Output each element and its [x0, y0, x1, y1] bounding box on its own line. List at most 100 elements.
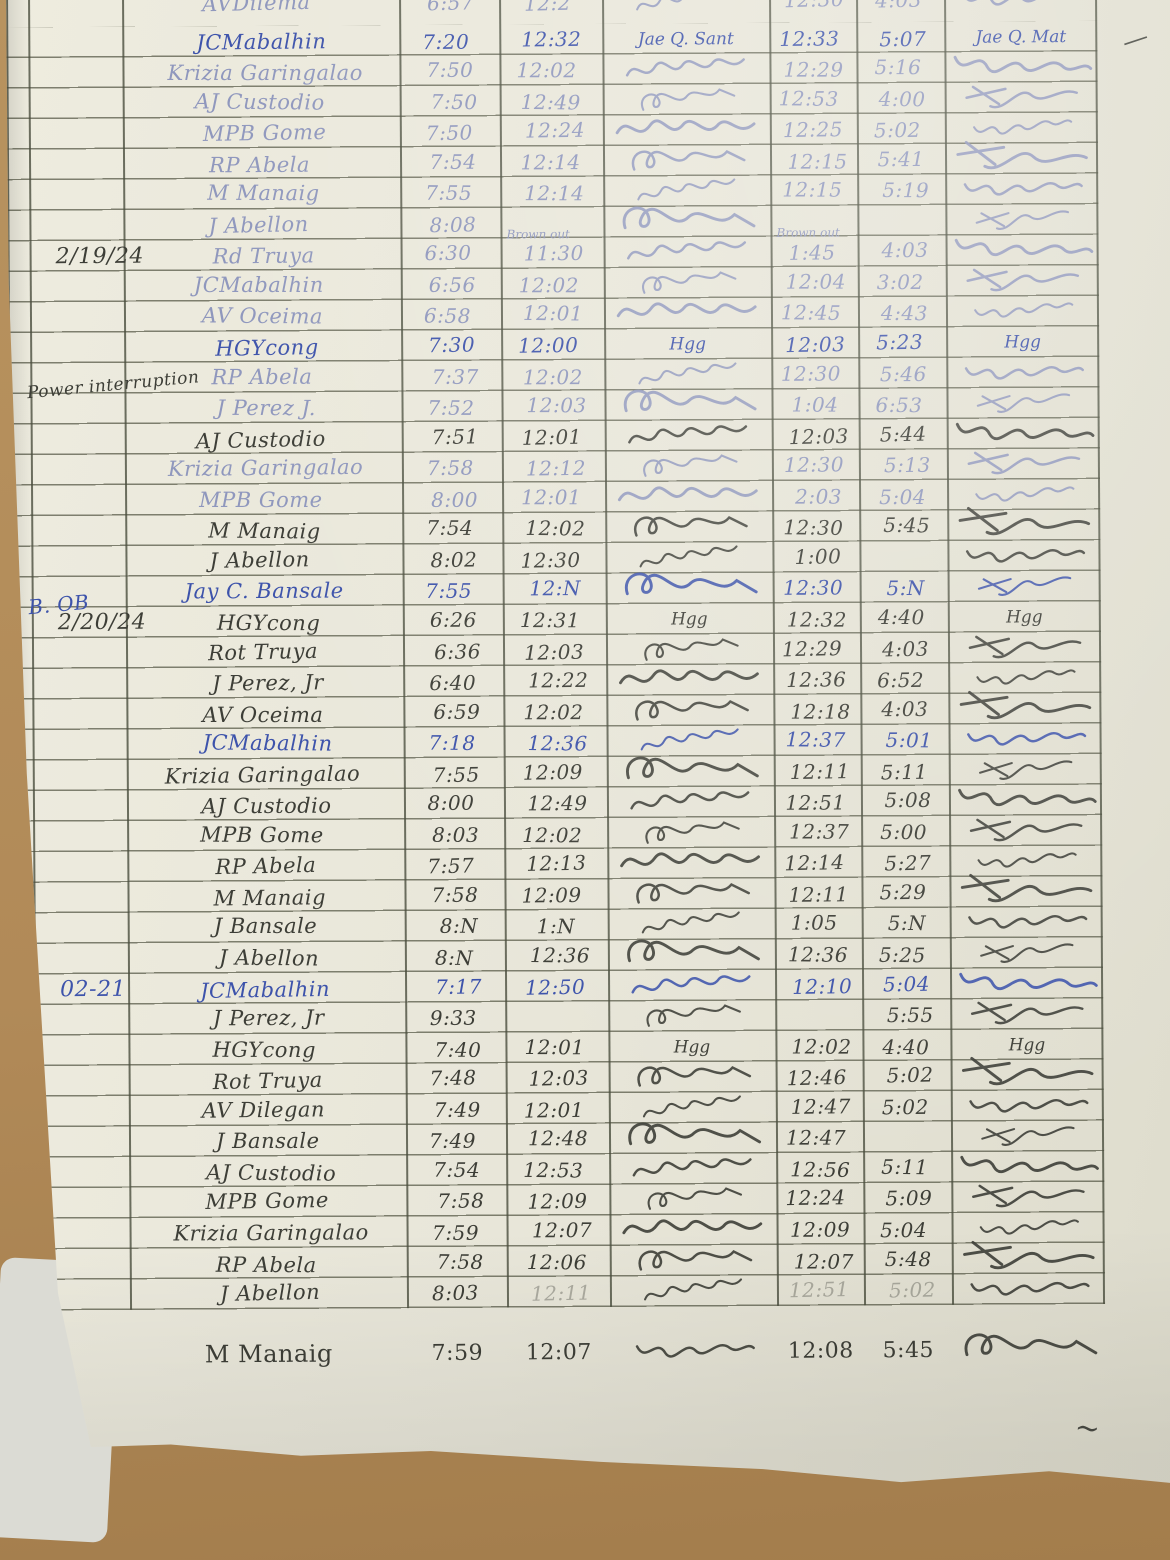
cell-am-out: 12:50: [505, 971, 608, 1003]
am-in-value: 8:N: [434, 945, 474, 970]
pm-out-value: 5:00: [879, 819, 927, 844]
signature-scribble: [963, 264, 1081, 299]
am-out-value: 12:48: [528, 1126, 589, 1151]
cell-name: MPB Gome: [127, 819, 404, 852]
cell-pm-out: 5:N: [862, 908, 950, 940]
cell-sig2: [946, 296, 1099, 328]
cell-pm-out: 5:41: [857, 144, 945, 176]
pm-in-value: 12:15: [787, 149, 848, 174]
am-out-value: 12:11: [531, 1280, 592, 1306]
signature-scribble: [963, 233, 1081, 268]
cell-pm-in: 12:15: [770, 175, 857, 207]
name-value: Krizia Garingalao: [173, 1220, 369, 1246]
signature-scribble: [635, 1334, 753, 1369]
pm-out-value: 5:29: [878, 879, 927, 905]
table-row: Krizia Garingalao 7:55 12:09 12:11 5:11: [0, 754, 1169, 792]
cell-sig1: [602, 0, 769, 17]
cell-am-out: 12:09: [506, 1185, 609, 1217]
am-out-value: 12:36: [530, 942, 591, 968]
cell-sig1: [607, 756, 774, 788]
pm-in-value: 1:45: [788, 240, 836, 266]
signature-text: Hgg: [1004, 332, 1042, 353]
cell-sig1: [606, 695, 773, 727]
cell-am-in: 7:50: [399, 55, 499, 87]
cell-sig2: [948, 693, 1101, 725]
cell-pm-out: 5:27: [861, 847, 949, 879]
am-out-value: 12:32: [521, 26, 582, 52]
pm-out-value: 5:08: [884, 788, 932, 813]
pm-in-value: 12:46: [786, 1065, 848, 1091]
table-row: RP Abela 7:57 12:13 12:14 5:27: [0, 845, 1169, 883]
cell-pm-in: 1:45 Brown out: [771, 236, 858, 268]
pm-in-value: 12:53: [778, 85, 840, 111]
date-label: 02-21: [60, 976, 127, 1003]
table-row: AVDilema 6:57 12:2 12:30 4:03: [0, 0, 1164, 21]
cell-sig2: [945, 174, 1098, 206]
cell-sig1: [607, 878, 774, 910]
cell-name: J Perez, Jr: [126, 667, 403, 700]
cell-pm-in: 12:36: [775, 939, 862, 971]
am-in-value: 8:03: [431, 822, 479, 847]
cell-pm-in: 12:08: [777, 1330, 864, 1371]
cell-pm-out: 5:00: [861, 816, 949, 848]
cell-pm-in: 12:30: [773, 572, 860, 604]
pm-in-value: 12:47: [786, 1125, 847, 1150]
am-in-value: 6:40: [428, 670, 476, 696]
am-out-value: 12:09: [521, 882, 583, 908]
cell-name: Rot Truya: [129, 1064, 406, 1097]
signature-scribble: [966, 722, 1084, 757]
signature-scribble: [631, 755, 749, 790]
cell-name: M Manaig: [127, 881, 404, 914]
cell-pm-out: 5:11: [861, 755, 949, 787]
name-value: Rot Truya: [208, 638, 319, 665]
table-row: AJ Custodio 7:50 12:49 12:53 4:00: [0, 82, 1165, 120]
cell-sig1: [604, 359, 771, 391]
cell-pm-out: 5:01: [860, 724, 948, 756]
am-in-value: 8:00: [427, 790, 475, 816]
pm-out-value: 5:02: [885, 1062, 934, 1088]
am-in-value: 7:48: [428, 1065, 477, 1091]
cell-am-in: 7:55: [403, 574, 503, 606]
cell-am-in: 7:50: [400, 86, 500, 118]
cell-name: RP Abela: [130, 1247, 407, 1280]
am-out-value: 12:36: [527, 731, 589, 756]
am-out-value: 11:30: [523, 241, 585, 266]
am-out-value: 12:02: [522, 364, 583, 389]
pm-out-value: 5:04: [882, 971, 930, 996]
cell-sig1: [603, 206, 770, 238]
cell-pm-in: 1:04: [771, 389, 858, 421]
table-row: Krizia Garingalao 7:58 12:12 12:30 5:13: [0, 448, 1167, 486]
name-value: MPB Gome: [204, 1188, 329, 1215]
cell-sig2: [949, 754, 1102, 786]
signature-scribble: Hgg: [669, 334, 706, 354]
cell-pm-out: 5:N: [860, 572, 948, 604]
am-out-value: 12:01: [523, 301, 584, 326]
name-value: Jay C. Bansale: [184, 578, 344, 604]
pm-in-value: 12:30: [780, 360, 841, 386]
cell-sig2: [948, 571, 1101, 603]
cell-sig2: [947, 510, 1100, 542]
am-in-value: 7:54: [429, 149, 477, 174]
name-value: RP Abela: [209, 152, 311, 177]
cell-name: AV Dilegan: [129, 1094, 406, 1127]
cell-am-out: 12:14: [500, 146, 603, 178]
signature-scribble: [632, 938, 750, 973]
signature-scribble: [634, 1244, 752, 1279]
cell-sig2: [948, 632, 1101, 664]
pm-in-value: 12:18: [790, 699, 851, 724]
signature-scribble: [964, 417, 1082, 452]
cell-am-out: 12:02: [501, 360, 604, 392]
am-in-value: 7:18: [428, 730, 476, 756]
signature-scribble: [966, 753, 1084, 788]
pm-in-value: 12:37: [785, 727, 847, 753]
cell-am-out: 12:49: [500, 85, 603, 117]
cell-am-in: 7:49: [406, 1094, 506, 1126]
cell-pm-in: 12:33: [769, 22, 856, 54]
am-in-value: 7:51: [430, 423, 479, 449]
am-in-value: 7:59: [432, 1220, 480, 1245]
signature-scribble: [967, 875, 1085, 910]
am-in-value: 7:49: [428, 1129, 476, 1154]
cell-sig1: [606, 634, 773, 666]
cell-pm-in: 2:03: [772, 481, 859, 513]
cell-name: Krizia Garingalao: [122, 56, 399, 89]
